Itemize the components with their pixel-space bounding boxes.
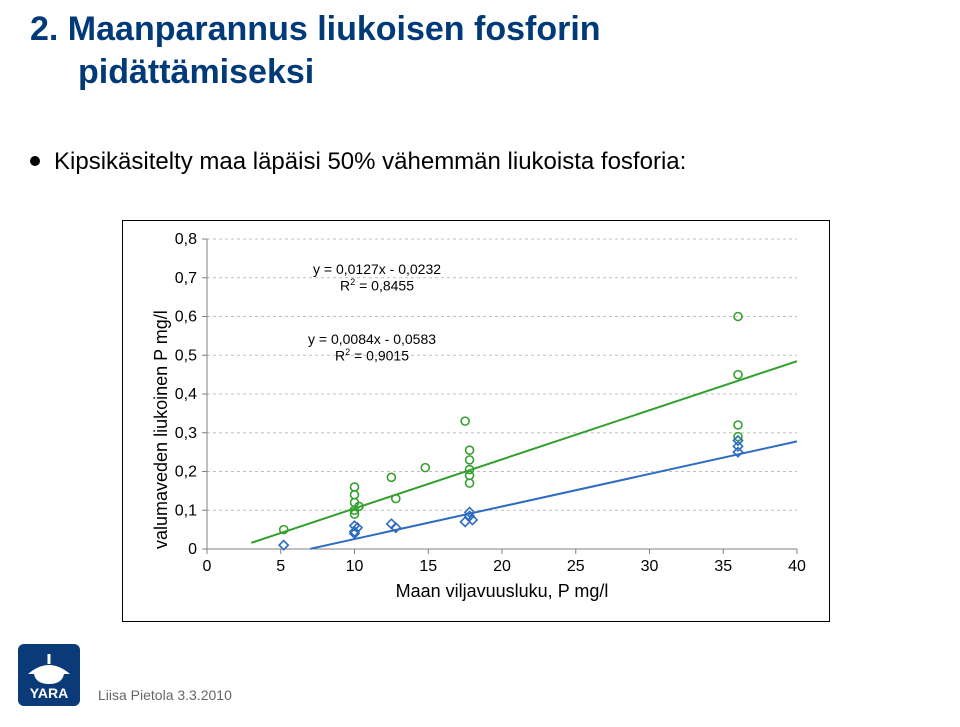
svg-text:40: 40 <box>788 558 806 575</box>
svg-text:0,6: 0,6 <box>175 309 197 326</box>
svg-text:5: 5 <box>276 558 285 575</box>
svg-text:30: 30 <box>641 558 659 575</box>
bullet-dot-icon <box>30 156 40 166</box>
trendline-equation-1: y = 0,0127x - 0,0232R2 = 0,8455 <box>313 261 441 294</box>
slide-title: 2. Maanparannus liukoisen fosforin pidät… <box>30 8 930 93</box>
svg-text:0,3: 0,3 <box>175 425 197 442</box>
bullet-text: Kipsikäsitelty maa läpäisi 50% vähemmän … <box>54 148 686 175</box>
svg-text:0,1: 0,1 <box>175 502 197 519</box>
svg-text:0,8: 0,8 <box>175 231 197 248</box>
svg-text:0: 0 <box>203 558 212 575</box>
svg-text:0,4: 0,4 <box>175 386 197 403</box>
chart-y-axis-label: valumaveden liukoinen P mg/l <box>151 310 172 549</box>
svg-text:Maan viljavuusluku, P mg/l: Maan viljavuusluku, P mg/l <box>396 581 609 601</box>
chart-container: 0 5 10 15 20 25 30 35 40 0 0,1 0,2 0,3 0,4 0,5 0,6 0,7 0,… <box>122 220 830 622</box>
svg-text:0,5: 0,5 <box>175 347 197 364</box>
svg-text:0: 0 <box>188 541 197 558</box>
svg-text:35: 35 <box>714 558 732 575</box>
svg-text:10: 10 <box>346 558 364 575</box>
svg-text:20: 20 <box>493 558 511 575</box>
svg-text:25: 25 <box>567 558 585 575</box>
footer-author-date: Liisa Pietola 3.3.2010 <box>98 687 232 703</box>
logo-text: YARA <box>30 685 68 701</box>
svg-text:0,2: 0,2 <box>175 464 197 481</box>
title-line-1: 2. Maanparannus liukoisen fosforin <box>30 8 930 51</box>
title-line-2: pidättämiseksi <box>30 51 930 94</box>
chart-svg: 0 5 10 15 20 25 30 35 40 0 0,1 0,2 0,3 0,4 0,5 0,6 0,7 0,… <box>123 221 829 621</box>
trendline-equation-2: y = 0,0084x - 0,0583R2 = 0,9015 <box>308 331 436 364</box>
yara-logo: YARA <box>18 644 80 711</box>
svg-text:15: 15 <box>419 558 437 575</box>
svg-text:0,7: 0,7 <box>175 270 197 287</box>
bullet-item: Kipsikäsitelty maa läpäisi 50% vähemmän … <box>30 148 686 176</box>
